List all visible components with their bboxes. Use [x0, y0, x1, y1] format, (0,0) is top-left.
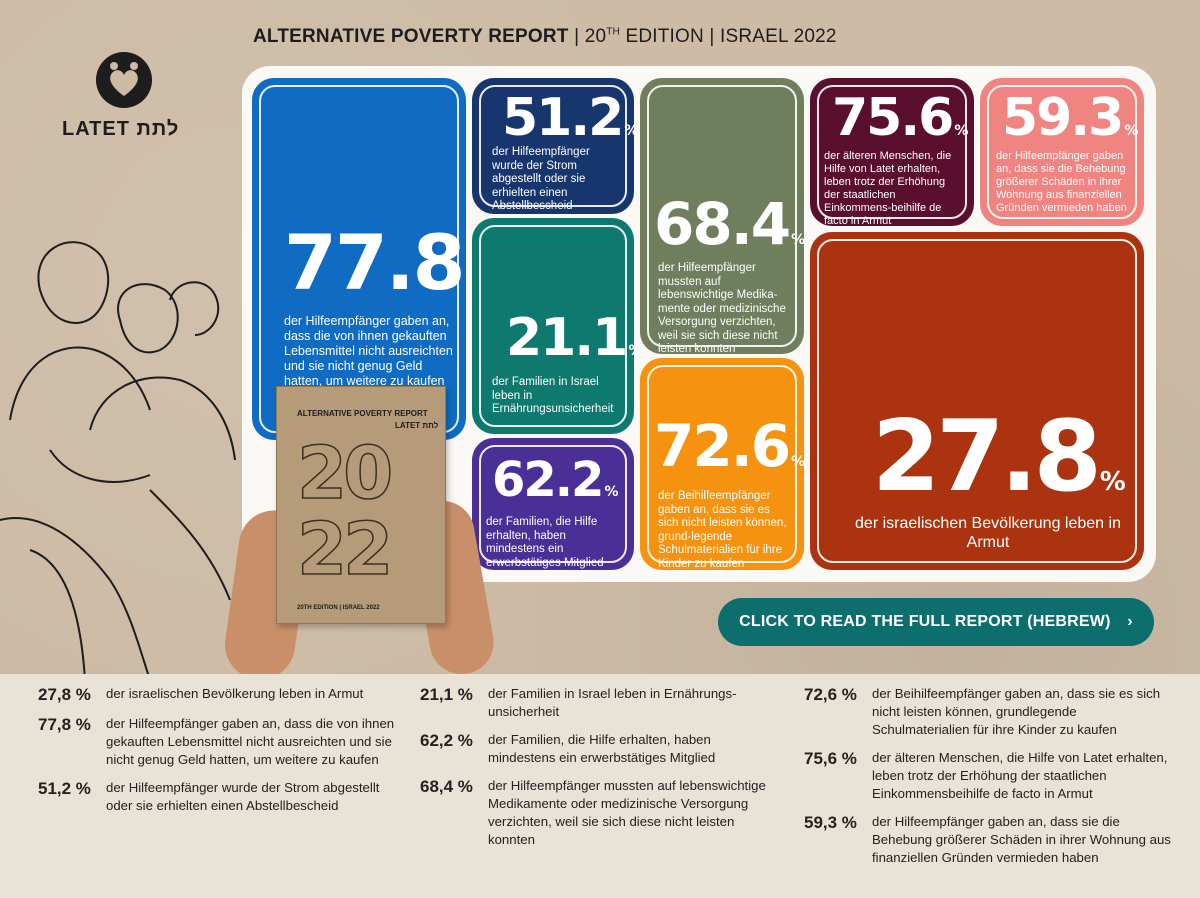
- stat-percent: 27,8 %: [38, 685, 91, 704]
- stat-item: 51,2 % der Hilfeempfänger wurde der Strom…: [38, 779, 398, 815]
- stat-item: 59,3 % der Hilfeempfänger gaben an, dass …: [804, 813, 1174, 867]
- header-separator-2: |: [709, 26, 715, 47]
- stat-item: 72,6 % der Beihilfeempfänger gaben an, da…: [804, 685, 1174, 739]
- stats-column-3: 72,6 % der Beihilfeempfänger gaben an, da…: [804, 685, 1174, 877]
- family-line-art: [0, 241, 236, 680]
- header-separator: |: [574, 26, 580, 47]
- stat-item: 62,2 % der Familien, die Hilfe erhalten, …: [420, 731, 780, 767]
- stat-text: der Hilfeempfänger wurde der Strom abges…: [106, 780, 380, 813]
- header-edition-sup: TH: [606, 26, 620, 38]
- stat-percent: 72,6 %: [804, 685, 857, 704]
- card-value: 21.1: [506, 308, 628, 368]
- card-value: 51.2: [502, 88, 624, 148]
- stat-percent: 75,6 %: [804, 749, 857, 768]
- card-value: 59.3: [1002, 88, 1124, 148]
- stats-column-2: 21,1 % der Familien in Israel leben in Er…: [420, 685, 780, 859]
- latet-logo[interactable]: LATET לתת: [62, 52, 192, 152]
- stat-percent: 21,1 %: [420, 685, 473, 704]
- report-header: ALTERNATIVE POVERTY REPORT | 20TH EDITIO…: [253, 26, 837, 48]
- stat-percent: 62,2 %: [420, 731, 473, 750]
- card-51-2: 51.2% der Hilfeempfänger wurde der Strom…: [472, 78, 634, 214]
- card-21-1: 21.1% der Familien in Israel leben in Er…: [472, 218, 634, 434]
- card-text: der älteren Menschen, die Hilfe von Late…: [824, 150, 952, 226]
- stat-text: der Hilfeempfänger gaben an, dass sie di…: [872, 814, 1171, 865]
- card-number: 68.4%: [654, 190, 804, 258]
- stat-text: der älteren Menschen, die Hilfe von Late…: [872, 750, 1168, 801]
- card-percent: %: [791, 454, 804, 470]
- header-edition-number: 20: [584, 26, 607, 47]
- header-country-year: ISRAEL 2022: [720, 26, 837, 47]
- stats-list-section: [0, 674, 1200, 898]
- stat-percent: 59,3 %: [804, 813, 857, 832]
- card-number: 72.6%: [654, 412, 804, 480]
- card-75-6: 75.6% der älteren Menschen, die Hilfe vo…: [810, 78, 974, 226]
- book-edition: 20TH EDITION | ISRAEL 2022: [297, 605, 380, 611]
- card-percent: %: [628, 343, 634, 359]
- card-number: 62.2%: [492, 452, 618, 508]
- card-text: der Hilfeempfänger mussten auf lebenswic…: [658, 262, 786, 354]
- stat-text: der Familien, die Hilfe erhalten, haben …: [488, 732, 716, 765]
- card-number: 77.8%: [284, 218, 466, 307]
- card-value: 72.6: [654, 412, 791, 480]
- stat-item: 21,1 % der Familien in Israel leben in Er…: [420, 685, 780, 721]
- book-year-bottom: 22: [296, 507, 394, 591]
- stat-text: der Hilfeempfänger mussten auf lebenswic…: [488, 778, 766, 847]
- chevron-right-icon: ›: [1127, 613, 1133, 630]
- header-edition-word: EDITION: [625, 26, 704, 47]
- stat-percent: 68,4 %: [420, 777, 473, 796]
- card-percent: %: [624, 123, 634, 139]
- book-title: ALTERNATIVE POVERTY REPORT: [297, 409, 428, 418]
- card-percent: %: [1099, 467, 1126, 497]
- card-62-2: 62.2% der Familien, die Hilfe erhalten, …: [472, 438, 634, 570]
- card-value: 77.8: [284, 218, 466, 307]
- card-text: der Hilfeempfänger gaben an, dass sie di…: [996, 150, 1127, 214]
- card-77-8: 77.8% der Hilfeempfänger gaben an, dass …: [252, 78, 466, 440]
- card-percent: %: [791, 232, 804, 248]
- card-text: der israelischen Bevölkerung leben in Ar…: [855, 515, 1121, 551]
- stat-text: der Familien in Israel leben in Ernährun…: [488, 686, 737, 719]
- card-59-3: 59.3% der Hilfeempfänger gaben an, dass …: [980, 78, 1144, 226]
- card-text: der Familien in Israel leben in Ernährun…: [492, 376, 614, 415]
- card-value: 62.2: [492, 452, 604, 508]
- card-percent: %: [604, 484, 619, 500]
- card-text: der Hilfeempfänger wurde der Strom abges…: [492, 146, 590, 212]
- stat-text: der Hilfeempfänger gaben an, dass die vo…: [106, 716, 395, 767]
- read-full-report-button[interactable]: CLICK TO READ THE FULL REPORT (HEBREW) ›: [718, 598, 1154, 646]
- card-percent: %: [954, 123, 969, 139]
- card-number: 21.1%: [506, 308, 634, 368]
- card-27-8: 27.8% der israelischen Bevölkerung leben…: [810, 232, 1144, 570]
- stat-percent: 51,2 %: [38, 779, 91, 798]
- card-72-6: 72.6% der Beihilfeempfänger gaben an, da…: [640, 358, 804, 570]
- book-year-top: 20: [296, 431, 394, 515]
- card-number: 59.3%: [1002, 88, 1138, 148]
- card-text: der Beihilfeempfänger gaben an, dass sie…: [658, 490, 787, 570]
- card-number: 51.2%: [502, 88, 634, 148]
- book-logo: LATET לתת: [395, 421, 439, 430]
- card-68-4: 68.4% der Hilfeempfänger mussten auf leb…: [640, 78, 804, 354]
- latet-heart-icon: [96, 52, 152, 108]
- stat-text: der israelischen Bevölkerung leben in Ar…: [106, 686, 364, 701]
- report-book-cover[interactable]: ALTERNATIVE POVERTY REPORT LATET לתת 20 2…: [276, 386, 446, 624]
- card-value: 27.8: [872, 400, 1102, 514]
- stat-text: der Beihilfeempfänger gaben an, dass sie…: [872, 686, 1161, 737]
- card-text: der Familien, die Hilfe erhalten, haben …: [486, 516, 604, 569]
- book-year: 20 22: [296, 431, 394, 591]
- cta-label: CLICK TO READ THE FULL REPORT (HEBREW): [739, 613, 1111, 630]
- stats-column-1: 27,8 % der israelischen Bevölkerung leben…: [38, 685, 398, 825]
- card-number: 27.8%: [872, 400, 1126, 514]
- card-number: 75.6%: [832, 88, 968, 148]
- card-value: 68.4: [654, 190, 791, 258]
- card-percent: %: [1124, 123, 1139, 139]
- stat-percent: 77,8 %: [38, 715, 91, 734]
- stat-item: 75,6 % der älteren Menschen, die Hilfe vo…: [804, 749, 1174, 803]
- stat-item: 68,4 % der Hilfeempfänger mussten auf leb…: [420, 777, 780, 849]
- logo-text: LATET לתת: [62, 118, 180, 140]
- card-value: 75.6: [832, 88, 954, 148]
- header-title: ALTERNATIVE POVERTY REPORT: [253, 26, 569, 47]
- card-text: der Hilfeempfänger gaben an, dass die vo…: [284, 314, 453, 388]
- stat-item: 27,8 % der israelischen Bevölkerung leben…: [38, 685, 398, 705]
- stat-item: 77,8 % der Hilfeempfänger gaben an, dass …: [38, 715, 398, 769]
